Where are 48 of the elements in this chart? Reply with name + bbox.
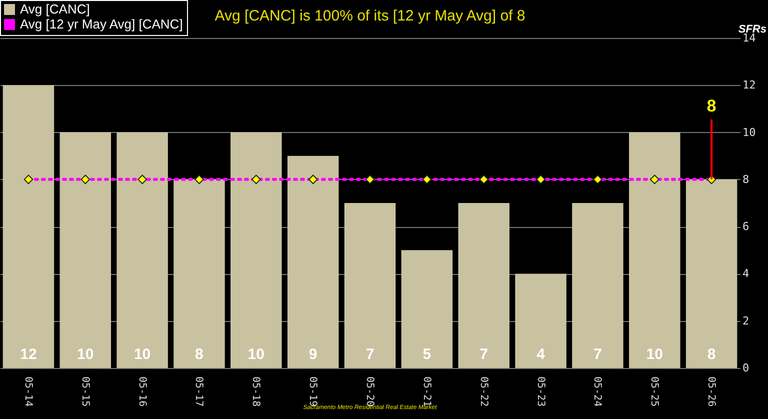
data-label: 5 — [422, 346, 432, 363]
x-tick-label: 05-23 — [534, 376, 546, 407]
y-tick-label: 8 — [742, 172, 750, 186]
x-tick-label: 05-14 — [22, 376, 34, 407]
bar — [287, 156, 339, 368]
bar — [230, 132, 282, 368]
data-label: 4 — [536, 346, 546, 363]
legend-label: Avg [12 yr May Avg] [CANC] — [20, 16, 183, 32]
x-tick-label: 05-24 — [592, 376, 603, 407]
bar — [686, 179, 738, 368]
x-tick-label: 05-22 — [478, 376, 489, 407]
data-label: 10 — [646, 346, 663, 363]
legend-label: Avg [CANC] — [20, 2, 90, 16]
data-label: 9 — [308, 346, 318, 363]
bar — [401, 250, 453, 368]
x-tick-label: 05-18 — [250, 376, 262, 407]
data-label: 10 — [134, 346, 151, 363]
data-label: 7 — [366, 346, 374, 363]
bar — [515, 274, 566, 368]
data-label: 8 — [707, 346, 716, 363]
bar — [344, 203, 396, 368]
y-tick-label: 10 — [742, 126, 756, 139]
y-tick-label: 6 — [742, 220, 750, 234]
x-tick-label: 05-17 — [193, 376, 204, 407]
bar — [116, 132, 168, 368]
x-tick-label: 05-15 — [79, 376, 90, 407]
y-tick-label: 14 — [742, 32, 756, 44]
data-label: 10 — [248, 346, 264, 363]
data-label: 10 — [77, 346, 94, 363]
x-tick-label: 05-25 — [648, 376, 660, 407]
y-tick-label: 2 — [742, 314, 750, 328]
data-label: 8 — [195, 346, 204, 363]
annotation: 8 — [706, 96, 716, 116]
data-label: 12 — [20, 346, 37, 363]
bar — [572, 203, 624, 368]
x-tick-label: 05-16 — [136, 376, 148, 407]
chart-title: Avg [CANC] is 100% of its [12 yr May Avg] of 8 — [214, 8, 526, 24]
y-tick-label: 4 — [742, 267, 750, 280]
y-tick-label: 12 — [742, 78, 756, 92]
data-label: 7 — [480, 346, 488, 363]
bar — [629, 132, 680, 368]
bar — [458, 203, 510, 368]
bar — [2, 85, 54, 368]
bar — [174, 179, 225, 368]
x-tick-label: 05-26 — [706, 376, 717, 407]
data-label: 7 — [594, 346, 602, 363]
y-tick-label: 0 — [742, 362, 750, 374]
bar — [60, 132, 111, 368]
